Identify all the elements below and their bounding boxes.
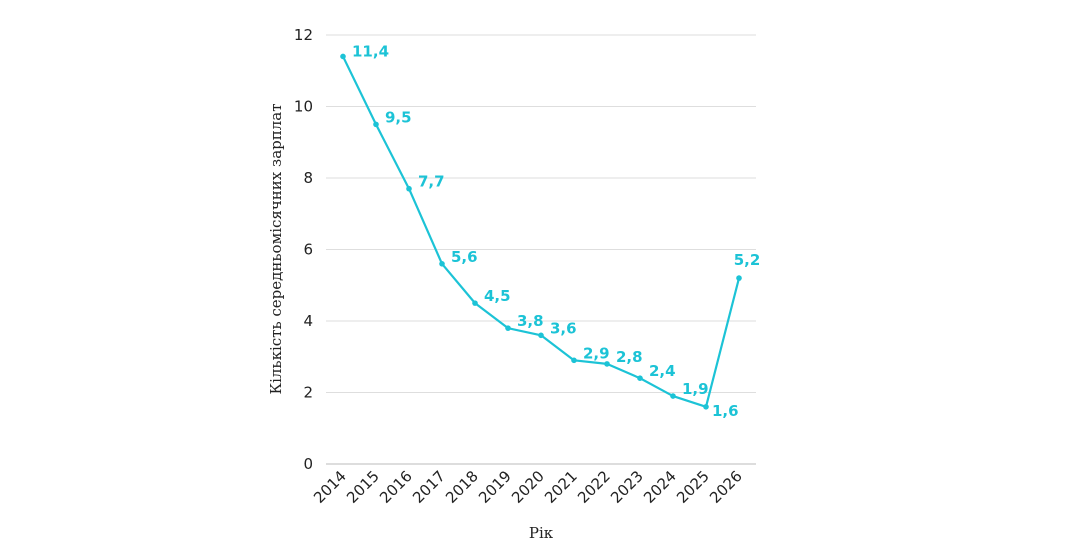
x-tick-label: 2024 — [640, 467, 680, 507]
x-tick-label: 2016 — [376, 467, 416, 507]
data-point — [505, 325, 511, 331]
data-point — [670, 393, 676, 399]
gridlines — [326, 34, 756, 393]
x-tick-label: 2025 — [673, 467, 713, 507]
data-label: 3,8 — [517, 312, 544, 330]
data-label: 5,6 — [451, 248, 478, 266]
y-tick-label: 4 — [303, 312, 313, 330]
data-label: 11,4 — [352, 42, 389, 60]
x-axis-title: Рік — [529, 524, 554, 542]
y-tick-label: 2 — [303, 384, 313, 402]
data-point — [538, 332, 544, 339]
x-tick-label: 2015 — [343, 467, 383, 507]
data-point — [604, 361, 610, 367]
data-label: 2,8 — [616, 348, 643, 366]
data-label: 2,9 — [583, 344, 610, 362]
x-tick-label: 2023 — [607, 467, 647, 507]
data-point — [439, 261, 445, 267]
x-tick-label: 2019 — [475, 467, 515, 507]
x-tick-label: 2022 — [574, 467, 614, 507]
data-label: 7,7 — [418, 173, 445, 191]
data-label: 1,9 — [682, 380, 709, 398]
data-point — [373, 121, 379, 128]
y-tick-label: 12 — [294, 26, 313, 44]
x-tick-label: 2020 — [508, 467, 548, 507]
data-label: 2,4 — [649, 362, 676, 380]
data-label: 5,2 — [734, 251, 761, 269]
y-tick-label: 8 — [303, 169, 313, 187]
y-axis-ticks: 0 2 4 6 8 10 12 — [294, 26, 313, 473]
x-tick-label: 2026 — [706, 467, 746, 507]
data-point — [571, 357, 577, 364]
data-point — [736, 275, 742, 281]
data-label: 9,5 — [385, 108, 412, 126]
data-label: 3,6 — [550, 319, 577, 337]
x-tick-label: 2021 — [541, 467, 581, 507]
y-axis-title: Кількість середньомісячних зарплат — [267, 103, 285, 394]
x-tick-label: 2018 — [442, 467, 482, 507]
x-tick-label: 2017 — [409, 467, 449, 507]
y-tick-label: 0 — [303, 455, 313, 473]
data-points — [340, 53, 742, 410]
x-tick-label: 2014 — [310, 467, 350, 507]
data-labels: 11,4 9,5 7,7 5,6 4,5 3,8 3,6 2,9 2,8 2,4 1,91,6 5,2 — [352, 42, 760, 419]
data-label: 4,5 — [484, 287, 511, 305]
data-point — [472, 300, 478, 306]
y-tick-label: 10 — [294, 98, 313, 116]
data-point — [406, 185, 412, 192]
data-point — [703, 404, 709, 410]
x-axis-ticks: 2014201520162017201820192020202120222023… — [310, 467, 746, 507]
data-label: 1,6 — [712, 402, 739, 420]
y-tick-label: 6 — [303, 241, 313, 259]
data-point — [340, 53, 346, 60]
data-point — [637, 375, 643, 382]
